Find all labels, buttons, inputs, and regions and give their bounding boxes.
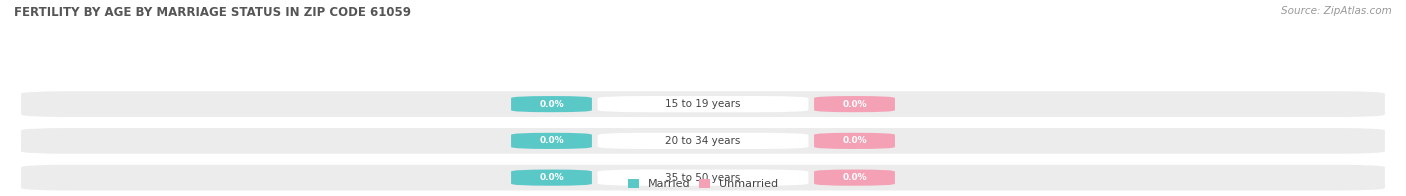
Text: 0.0%: 0.0%: [538, 173, 564, 182]
Text: 20 to 34 years: 20 to 34 years: [665, 136, 741, 146]
FancyBboxPatch shape: [814, 96, 896, 112]
Text: 0.0%: 0.0%: [538, 100, 564, 109]
FancyBboxPatch shape: [21, 128, 1385, 154]
Text: 35 to 50 years: 35 to 50 years: [665, 173, 741, 183]
FancyBboxPatch shape: [598, 170, 808, 186]
FancyBboxPatch shape: [814, 170, 896, 186]
FancyBboxPatch shape: [598, 96, 808, 112]
Text: Source: ZipAtlas.com: Source: ZipAtlas.com: [1281, 6, 1392, 16]
Legend: Married, Unmarried: Married, Unmarried: [627, 179, 779, 189]
Text: FERTILITY BY AGE BY MARRIAGE STATUS IN ZIP CODE 61059: FERTILITY BY AGE BY MARRIAGE STATUS IN Z…: [14, 6, 411, 19]
Text: 0.0%: 0.0%: [538, 136, 564, 145]
Text: 15 to 19 years: 15 to 19 years: [665, 99, 741, 109]
Text: 0.0%: 0.0%: [842, 136, 868, 145]
FancyBboxPatch shape: [21, 91, 1385, 117]
FancyBboxPatch shape: [21, 165, 1385, 191]
FancyBboxPatch shape: [814, 133, 896, 149]
Text: 0.0%: 0.0%: [842, 173, 868, 182]
FancyBboxPatch shape: [598, 133, 808, 149]
Text: 0.0%: 0.0%: [842, 100, 868, 109]
FancyBboxPatch shape: [512, 170, 592, 186]
FancyBboxPatch shape: [512, 133, 592, 149]
FancyBboxPatch shape: [512, 96, 592, 112]
